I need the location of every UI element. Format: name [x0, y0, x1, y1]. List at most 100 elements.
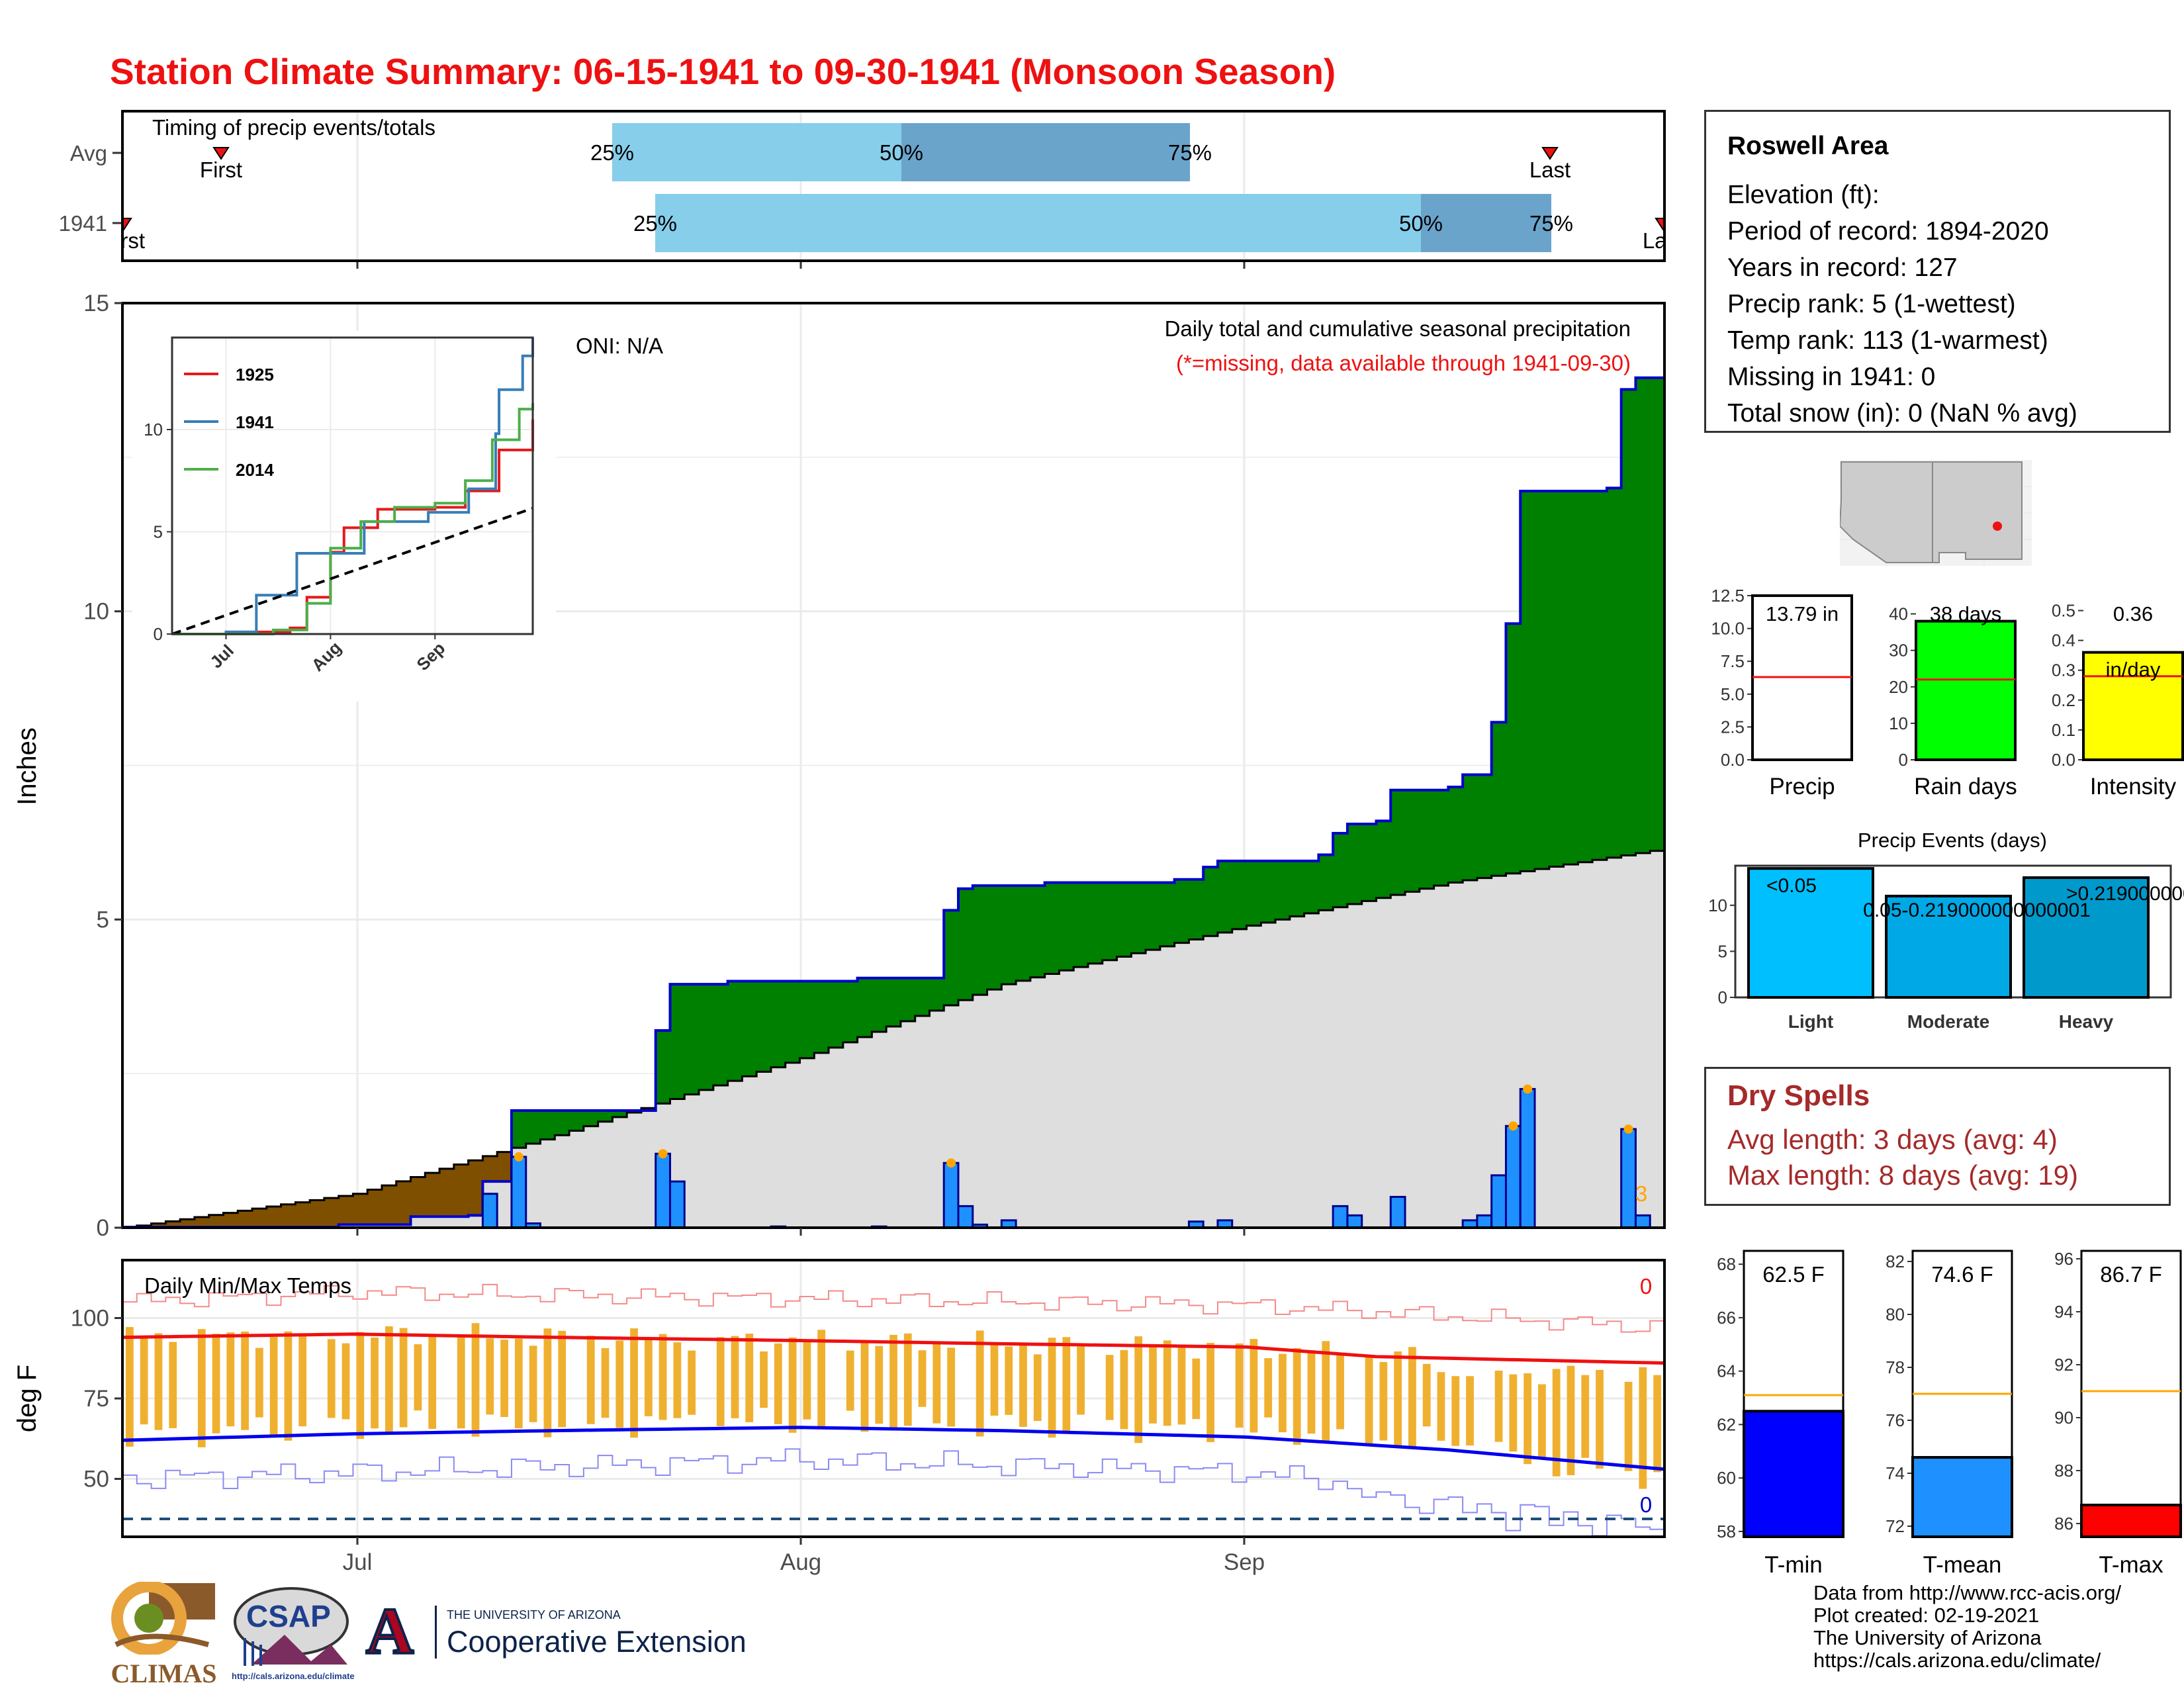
mini-ytick-label: 5.0 [1721, 684, 1745, 704]
surplus-area [1376, 821, 1391, 898]
surplus-area [742, 981, 757, 1077]
daily-temp-range-bar [1422, 1363, 1431, 1427]
summary-bar-2 [2082, 651, 2184, 761]
deficit-area [425, 1173, 440, 1217]
surplus-area [1073, 882, 1089, 968]
events-bar-heavy [2023, 876, 2150, 999]
temp-xtick-jul: Jul [343, 1549, 373, 1575]
daily-temp-range-bar [284, 1331, 293, 1441]
temp-summary-ytick-label: 64 [1717, 1361, 1736, 1381]
daily-temp-range-bar [385, 1326, 393, 1433]
deficit-area [238, 1210, 253, 1228]
events-ytick-label: 0 [1718, 987, 1727, 1007]
temp-summary-label: T-max [2099, 1552, 2163, 1578]
daily-temp-range-bar [197, 1329, 206, 1447]
page-title: Station Climate Summary: 06-15-1941 to 0… [110, 51, 1336, 92]
surplus-area [915, 978, 930, 1017]
daily-temp-range-bar [1134, 1336, 1143, 1443]
csap-logo: CSAP http://cals.arizona.edu/climate [232, 1585, 355, 1684]
daily-precip-bar [525, 1222, 541, 1228]
daily-temp-range-bar [1279, 1353, 1287, 1433]
daily-temp-range-bar [1120, 1349, 1128, 1430]
daily-temp-range-bar [933, 1344, 941, 1424]
daily-temp-range-bar [1451, 1376, 1460, 1446]
daily-temp-range-bar [889, 1334, 897, 1429]
events-ytick-label: 10 [1708, 895, 1727, 915]
daily-temp-range-bar [457, 1336, 465, 1429]
avg-iqr-high [901, 123, 1190, 181]
daily-temp-range-bar [1494, 1370, 1503, 1442]
daily-temp-range-bar [269, 1336, 278, 1436]
daily-temp-range-bar [1264, 1358, 1273, 1418]
deficit-area [367, 1189, 383, 1225]
temp-summary-ytick-label: 72 [1886, 1516, 1905, 1536]
y1941-iqr-high [1421, 194, 1551, 252]
surplus-area [540, 1111, 555, 1140]
station-name: Roswell Area [1727, 132, 1889, 160]
max-normal-line [122, 1332, 1664, 1365]
deficit-area [324, 1198, 340, 1228]
daily-temp-range-bar [226, 1332, 235, 1427]
daily-temp-range-bar [1163, 1340, 1171, 1426]
surplus-area [684, 984, 700, 1095]
precip-events-chart: Precip Events (days) 0 5 10 Light Moderate He… [1708, 829, 2184, 1032]
surplus-area [1563, 491, 1578, 865]
credit-university: The University of Arizona [1813, 1626, 2042, 1649]
daily-temp-range-bar [558, 1330, 567, 1428]
daily-temp-range-bar [1379, 1361, 1388, 1441]
deficit-area [396, 1181, 412, 1225]
temp-title: Daily Min/Max Temps [144, 1273, 351, 1298]
surplus-area [944, 910, 959, 1006]
deficit-area [439, 1168, 455, 1217]
temp-summary-ytick-label: 58 [1717, 1522, 1736, 1541]
daily-temp-range-bar [860, 1340, 869, 1432]
surplus-area [1463, 774, 1478, 881]
mini-ytick-label: 20 [1889, 677, 1908, 697]
deficit-area [410, 1177, 426, 1217]
main-subtitle: Daily total and cumulative seasonal prec… [1165, 316, 1631, 341]
summary-bars: 0.0 2.5 5.0 7.5 10.0 12.5 13.79 in Precip 0 10 20 3… [1711, 586, 2184, 799]
surplus-area [1030, 886, 1046, 978]
daily-temp-range-bar [169, 1342, 177, 1428]
daily-temp-range-bar [341, 1343, 350, 1420]
daily-temp-range-bar [976, 1330, 984, 1437]
daily-temp-range-bar [615, 1340, 624, 1428]
daily-temp-range-bar [1581, 1375, 1590, 1458]
inset-ytick-label: 5 [154, 522, 163, 542]
deficit-area [295, 1202, 310, 1228]
mini-ytick-label: 0.4 [2052, 631, 2075, 651]
surplus-area [1592, 491, 1608, 860]
temp-summary-bar-1 [1911, 1456, 2013, 1538]
surplus-area [814, 981, 829, 1053]
daily-temp-range-bar [1293, 1347, 1301, 1445]
events-light-label: <0.05 [1766, 875, 1817, 897]
daily-temp-range-bar [212, 1334, 220, 1434]
timing-chart: First Last First Last Timing of precip e… [59, 110, 1666, 269]
oni-label: ONI: N/A [576, 334, 663, 358]
temp-chart: 50 75 100 Daily Min/Max Temps deg F 0 0 Ju… [13, 1259, 1666, 1575]
daily-temp-range-bar [760, 1351, 768, 1408]
surplus-area [1578, 491, 1593, 862]
surplus-area [1059, 882, 1074, 971]
surplus-area [987, 886, 1002, 990]
surplus-area [1361, 823, 1377, 901]
locator-map [1840, 460, 2032, 566]
temp-summary-label: T-mean [1923, 1552, 2002, 1578]
daily-temp-range-bar [428, 1336, 437, 1430]
daily-temp-range-bar [1437, 1372, 1445, 1441]
station-location-dot [1993, 522, 2002, 531]
temp-summary-value: 74.6 F [1931, 1262, 1993, 1287]
temp-summary-ytick-label: 66 [1717, 1308, 1736, 1328]
timing-row-avg: Avg [70, 141, 107, 165]
timing-row-1941: 1941 [59, 211, 107, 236]
climas-logo: CLIMAS [109, 1580, 218, 1688]
temp-summary-ytick-label: 78 [1886, 1357, 1905, 1377]
surplus-area [1146, 882, 1161, 950]
daily-temp-range-bar [586, 1336, 595, 1424]
temp-summary-ytick-label: 96 [2054, 1249, 2073, 1269]
y1941-q25: 25% [633, 211, 677, 236]
surplus-area [1160, 882, 1175, 946]
daily-precip-bar [1389, 1195, 1406, 1228]
daily-temp-range-bar [716, 1337, 725, 1426]
